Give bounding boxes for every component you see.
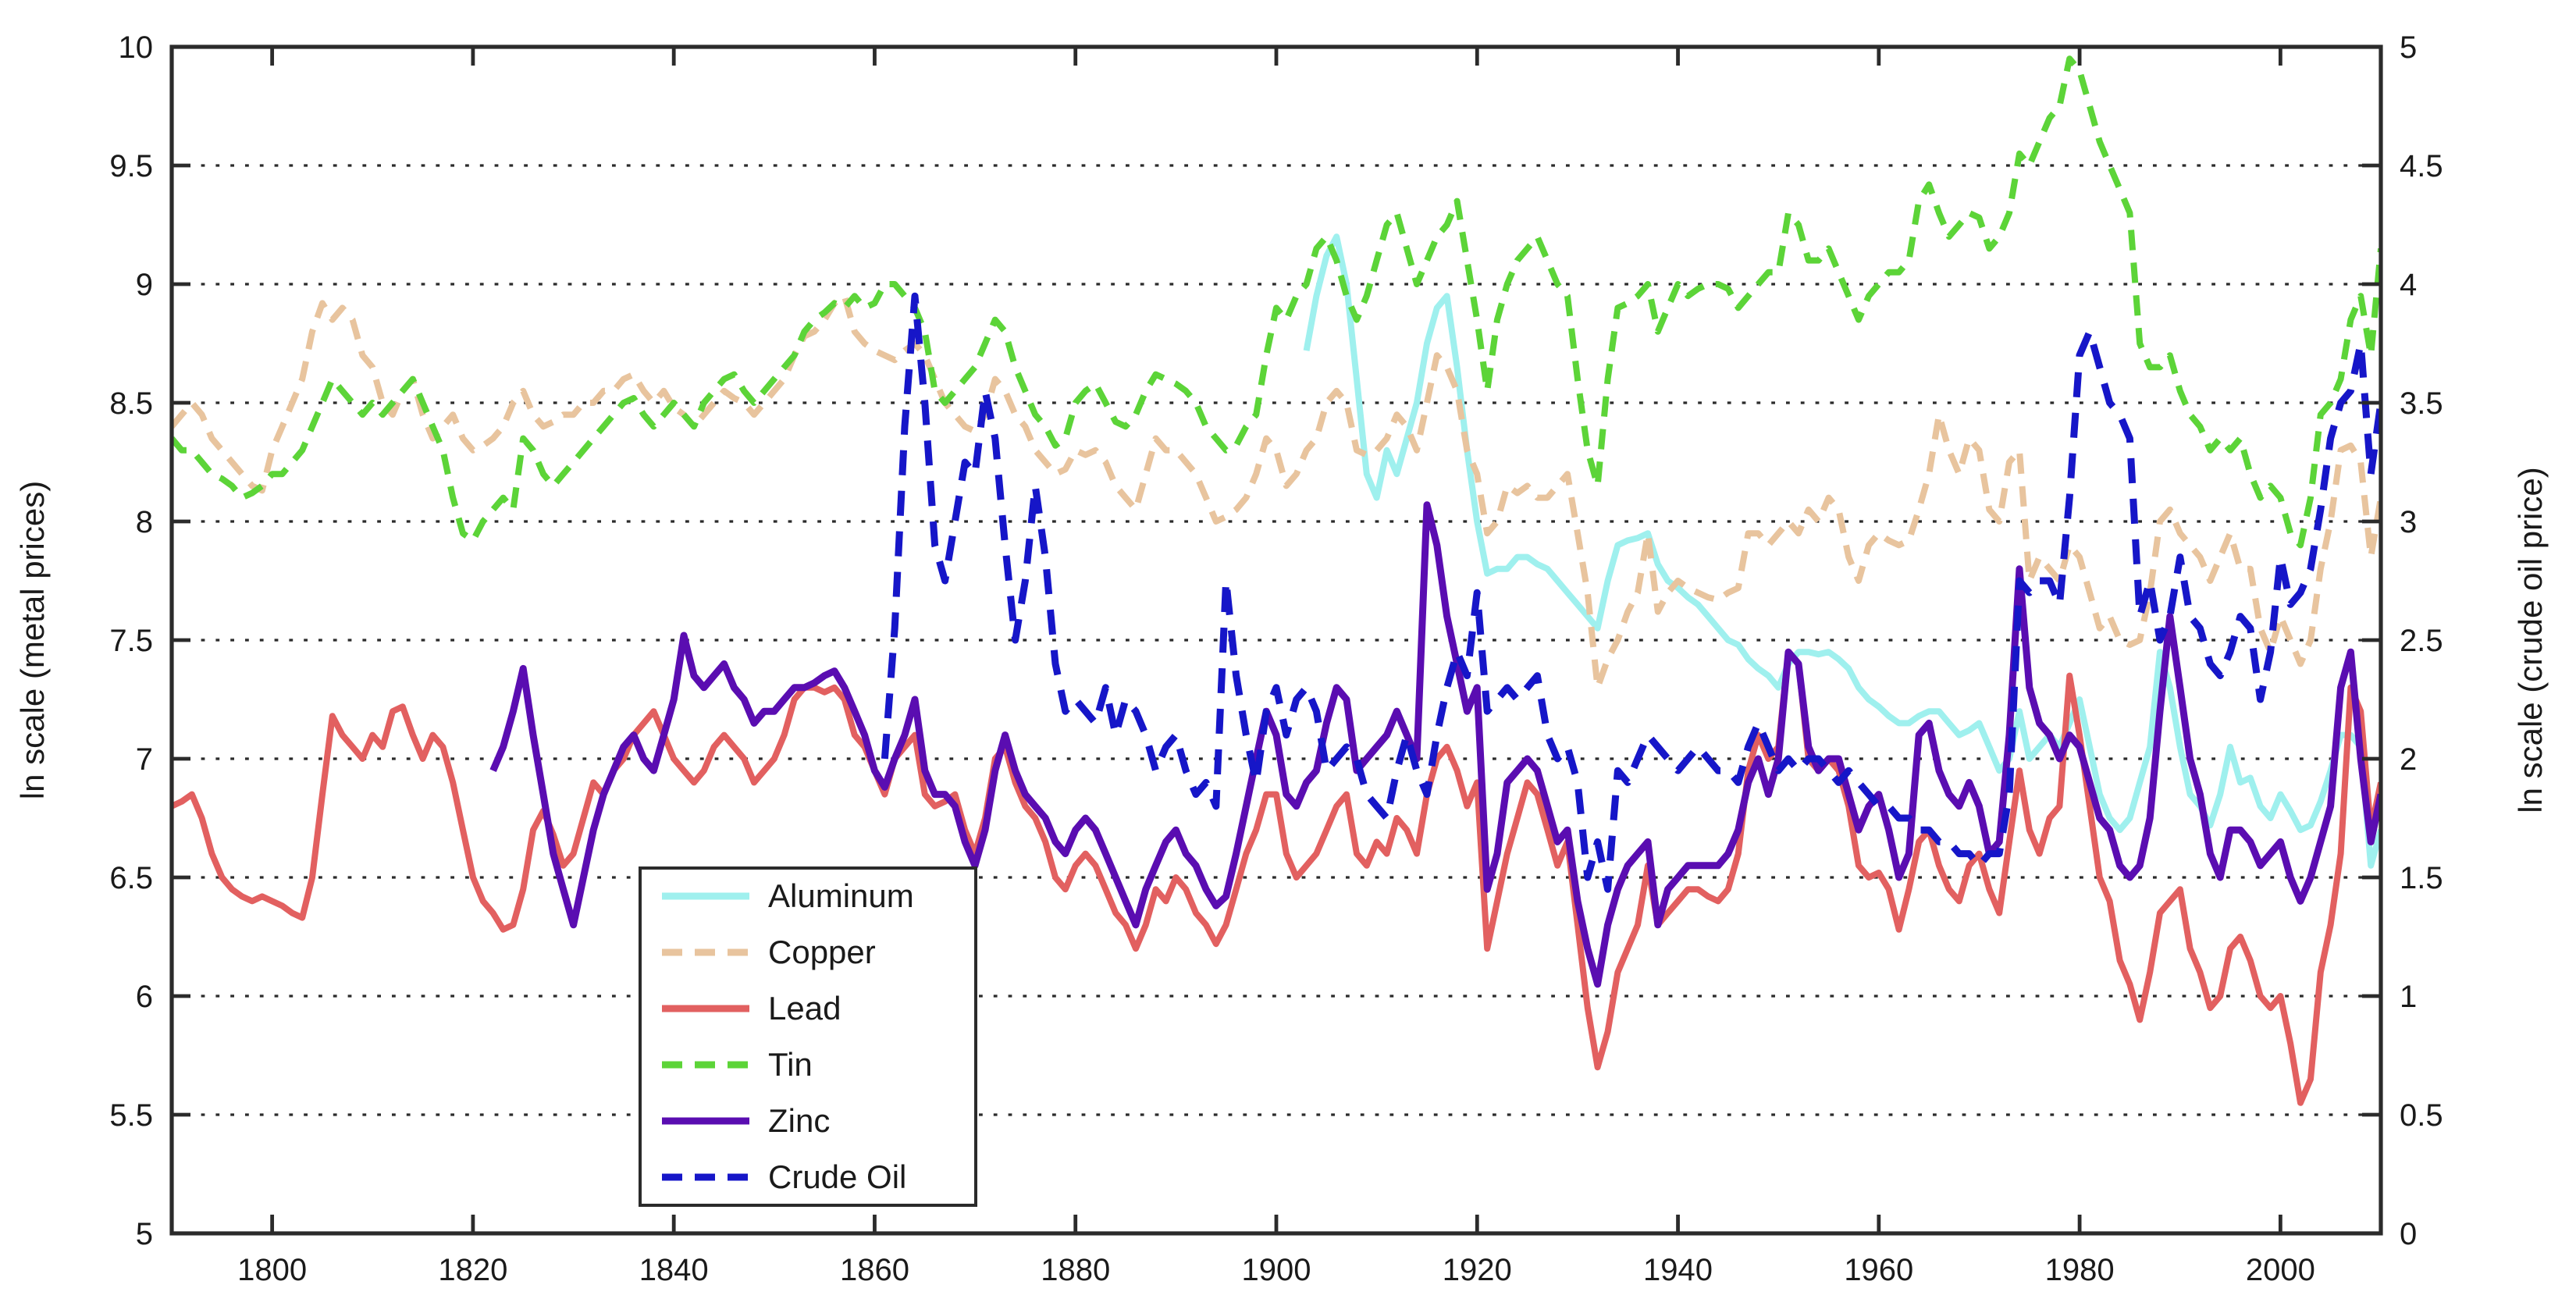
right-tick-label-3: 3 <box>2400 505 2417 539</box>
legend-label-aluminum: Aluminum <box>768 877 914 914</box>
right-tick-label-0.5: 0.5 <box>2400 1098 2443 1133</box>
x-tick-label-1880: 1880 <box>1041 1253 1110 1287</box>
series-crude-oil-line <box>881 292 2381 893</box>
left-tick-label-5.5: 5.5 <box>109 1098 153 1133</box>
left-axis-title: ln scale (metal prices) <box>14 481 51 799</box>
right-tick-label-1.5: 1.5 <box>2400 861 2443 895</box>
legend-label-crude-oil: Crude Oil <box>768 1158 906 1195</box>
x-tick-label-1980: 1980 <box>2045 1253 2115 1287</box>
series-zinc-line <box>489 501 2381 988</box>
right-tick-label-3.5: 3.5 <box>2400 386 2443 421</box>
series-tin-line <box>172 55 2381 549</box>
left-tick-label-7: 7 <box>136 742 153 777</box>
legend-label-tin: Tin <box>768 1046 813 1083</box>
x-tick-label-1920: 1920 <box>1443 1253 1512 1287</box>
left-tick-label-10: 10 <box>119 30 154 65</box>
right-tick-label-5: 5 <box>2400 30 2417 65</box>
legend-label-lead: Lead <box>768 990 841 1027</box>
x-tick-label-1820: 1820 <box>438 1253 507 1287</box>
left-tick-label-7.5: 7.5 <box>109 624 153 658</box>
x-tick-label-1860: 1860 <box>840 1253 909 1287</box>
right-tick-label-1: 1 <box>2400 980 2417 1014</box>
left-tick-label-8.5: 8.5 <box>109 386 153 421</box>
right-tick-label-4.5: 4.5 <box>2400 149 2443 183</box>
series-copper-line <box>172 293 2381 691</box>
right-tick-label-0: 0 <box>2400 1217 2417 1251</box>
x-tick-label-1940: 1940 <box>1643 1253 1713 1287</box>
legend-label-zinc: Zinc <box>768 1102 830 1139</box>
left-tick-label-6: 6 <box>136 980 153 1014</box>
left-tick-label-9: 9 <box>136 268 153 302</box>
left-tick-label-6.5: 6.5 <box>109 861 153 895</box>
right-tick-label-2: 2 <box>2400 742 2417 777</box>
right-tick-label-4: 4 <box>2400 268 2417 302</box>
left-tick-label-9.5: 9.5 <box>109 149 153 183</box>
right-tick-label-2.5: 2.5 <box>2400 624 2443 658</box>
x-tick-label-1840: 1840 <box>639 1253 709 1287</box>
x-tick-label-1960: 1960 <box>1844 1253 1913 1287</box>
series-lead-line <box>172 649 2381 1106</box>
x-tick-label-2000: 2000 <box>2246 1253 2315 1287</box>
right-axis-title: ln scale (crude oil price) <box>2512 467 2549 813</box>
x-tick-label-1800: 1800 <box>237 1253 307 1287</box>
left-tick-label-5: 5 <box>136 1217 153 1251</box>
legend-box <box>639 866 977 1207</box>
x-tick-label-1900: 1900 <box>1242 1253 1311 1287</box>
left-tick-label-8: 8 <box>136 505 153 539</box>
legend-label-copper: Copper <box>768 934 876 970</box>
